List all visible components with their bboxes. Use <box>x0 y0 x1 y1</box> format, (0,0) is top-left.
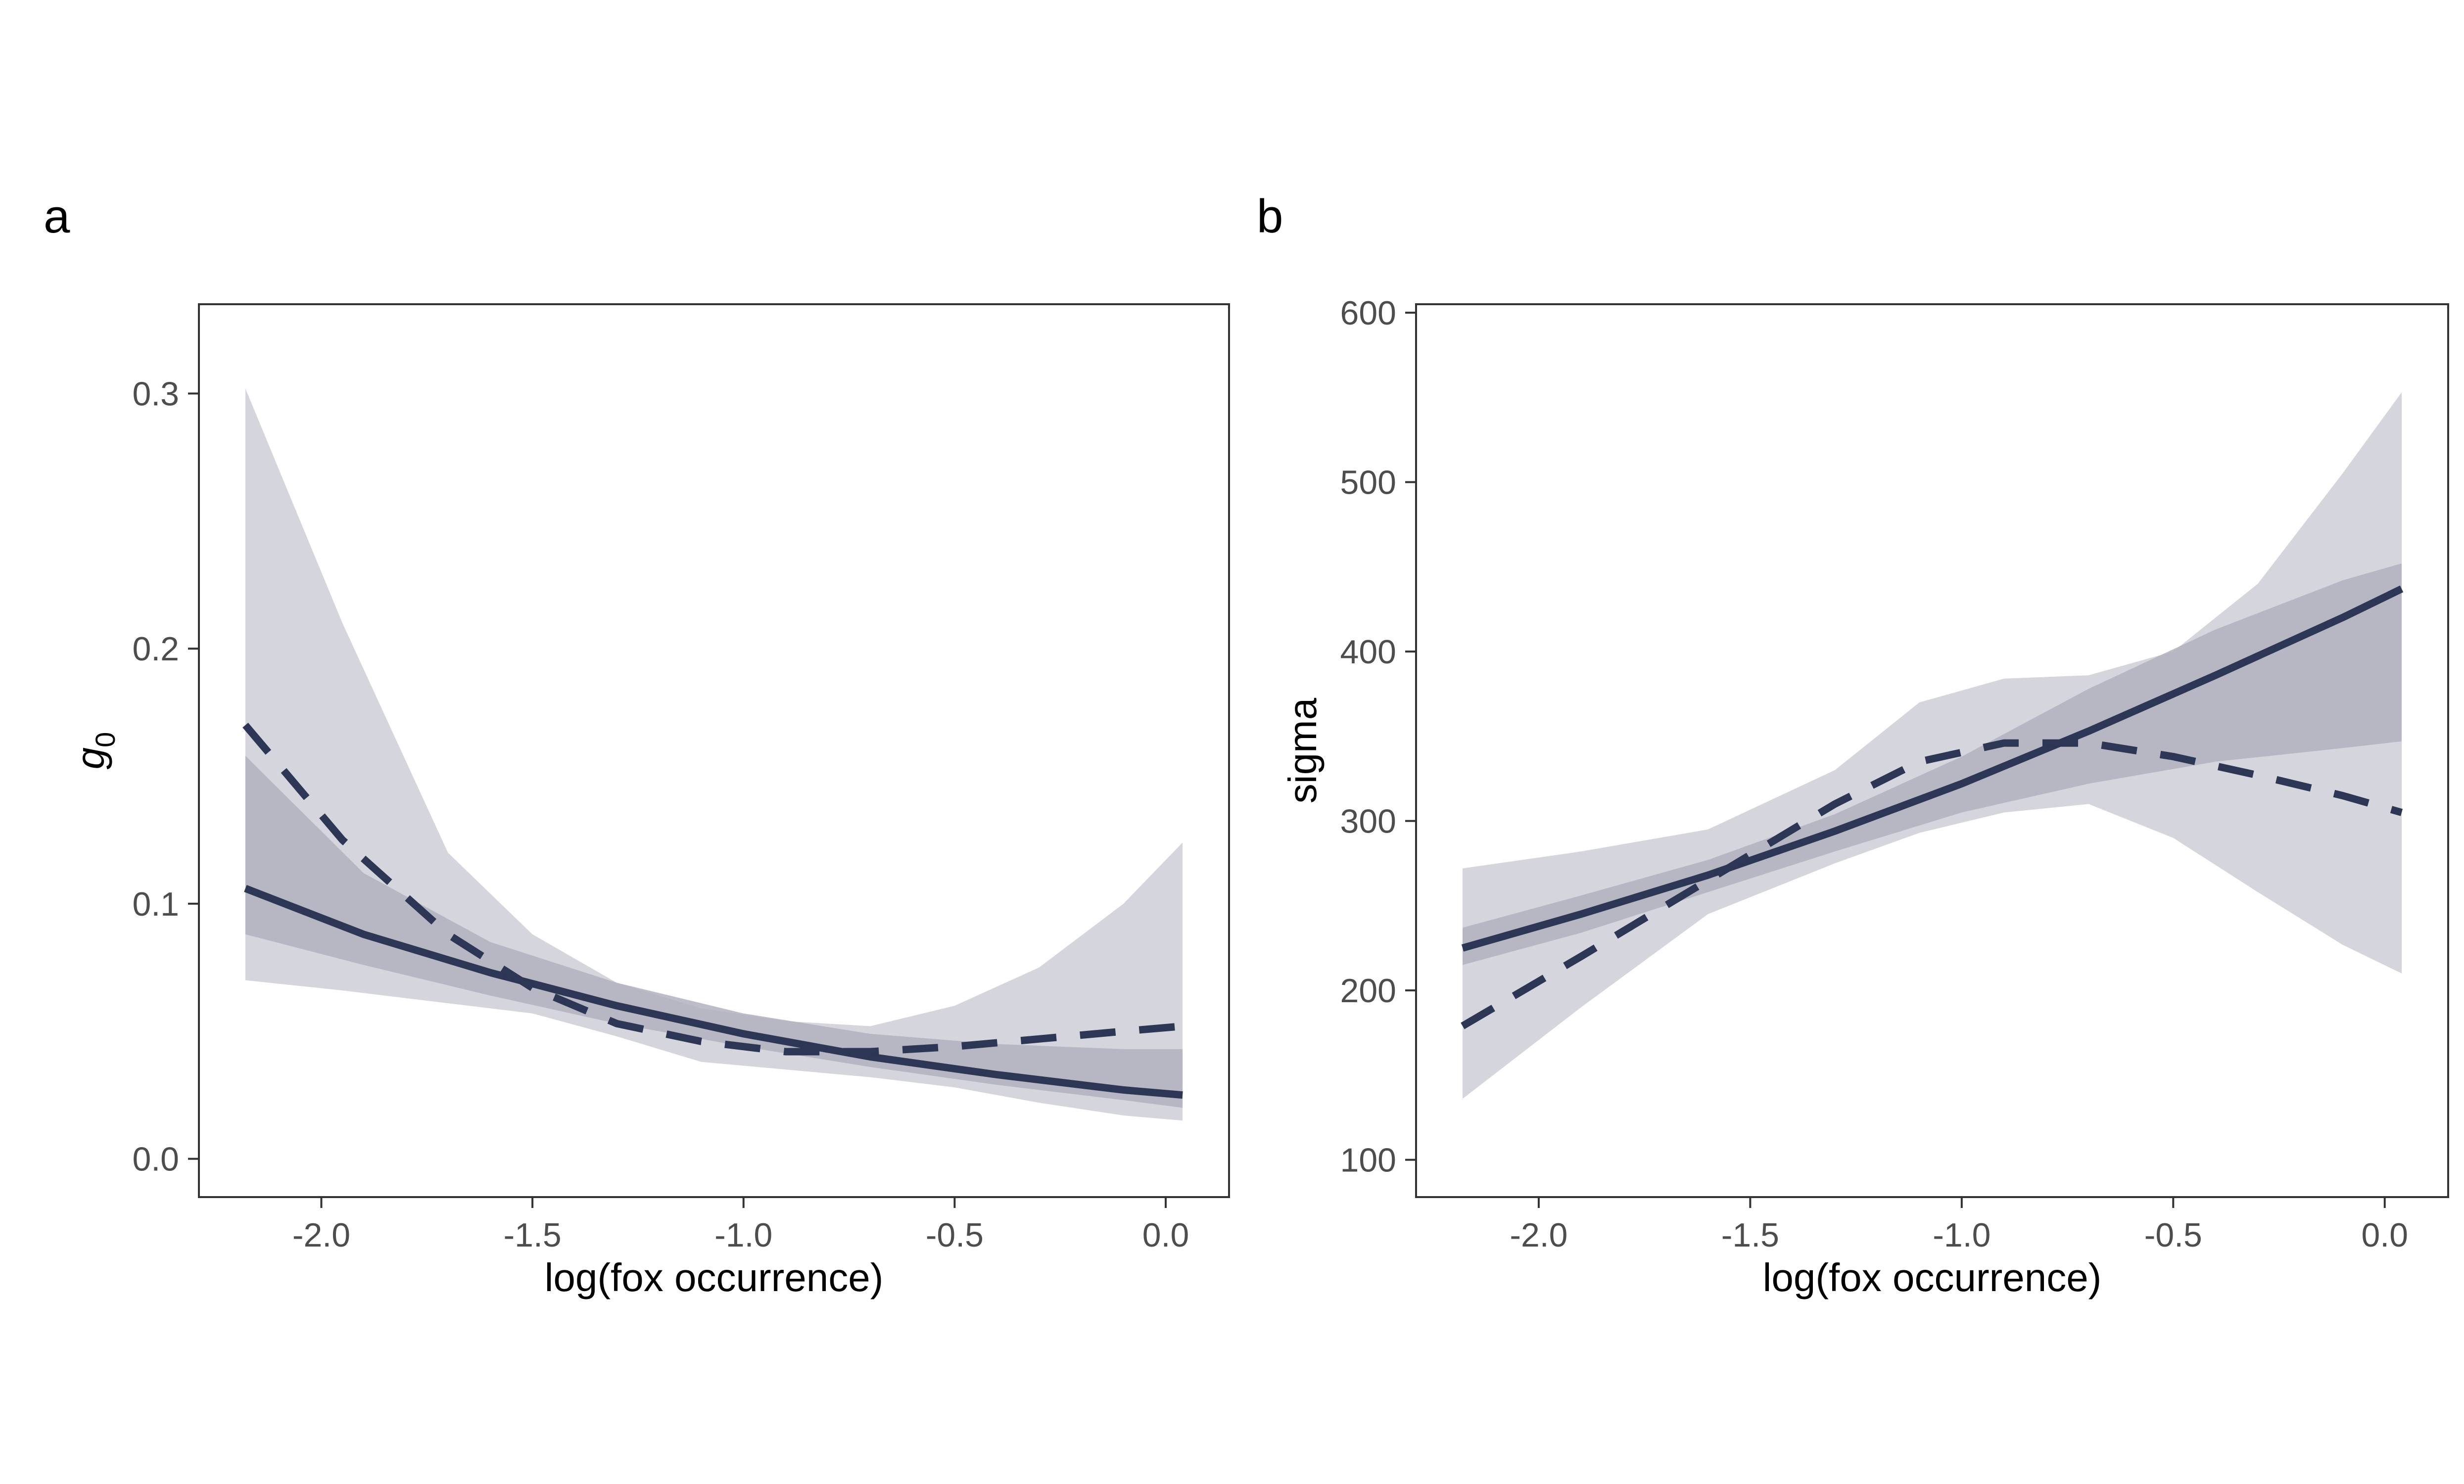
x-tick-label: 0.0 <box>2361 1216 2408 1254</box>
series-line-dashed <box>1461 739 2403 1029</box>
confidence-band-dashed-series <box>1463 392 2402 1099</box>
plot-frame <box>1415 303 2449 1198</box>
confidence-band-solid-series <box>245 755 1183 1108</box>
y-tick-label: 0.3 <box>132 375 179 413</box>
y-tick-label: 0.1 <box>132 885 179 923</box>
y-axis-title-main: g <box>68 747 112 770</box>
x-tick-label: -2.0 <box>1510 1216 1567 1254</box>
x-tick-label: -1.0 <box>1933 1216 1990 1254</box>
x-tick-label: -1.0 <box>714 1216 772 1254</box>
y-tick-label: 0.2 <box>132 630 179 668</box>
x-tick-label: -1.5 <box>1721 1216 1779 1254</box>
series-line-solid <box>244 885 1183 1099</box>
y-axis-title: g0 <box>68 732 121 770</box>
panel-label: b <box>1257 190 1283 243</box>
x-tick-label: -1.5 <box>503 1216 561 1254</box>
series-line-dashed <box>242 723 1183 1056</box>
x-axis-title: log(fox occurrence) <box>1763 1255 2102 1299</box>
x-tick-label: 0.0 <box>1142 1216 1189 1254</box>
x-tick-label: -2.0 <box>292 1216 350 1254</box>
x-axis-title: log(fox occurrence) <box>545 1255 884 1299</box>
y-axis-title: sigma <box>1280 697 1325 803</box>
y-tick-label: 300 <box>1340 803 1396 840</box>
y-tick-label: 400 <box>1340 633 1396 671</box>
x-tick-label: -0.5 <box>926 1216 984 1254</box>
y-tick-label: 500 <box>1340 464 1396 502</box>
x-tick-label: -0.5 <box>2144 1216 2202 1254</box>
y-axis-title-main: sigma <box>1280 697 1325 803</box>
y-axis-title-subscript: 0 <box>90 732 121 747</box>
y-tick-label: 200 <box>1340 972 1396 1010</box>
panel-label: a <box>44 190 70 243</box>
y-tick-label: 0.0 <box>132 1141 179 1178</box>
confidence-band-solid-series <box>1463 563 2402 965</box>
series-line-solid <box>1461 585 2404 952</box>
y-tick-label: 100 <box>1340 1142 1396 1179</box>
panel-b: b -2.0 -1.5 -1.0 -0.5 0.0 100 200 300 400 500 600 lo… <box>1257 190 2449 1299</box>
plot-frame <box>198 303 1230 1198</box>
panel-a: a -2.0 -1.5 -1.0 -0.5 0.0 0.0 0.1 0.2 0.3 log(fox … <box>44 190 1230 1299</box>
y-tick-label: 600 <box>1340 294 1396 332</box>
